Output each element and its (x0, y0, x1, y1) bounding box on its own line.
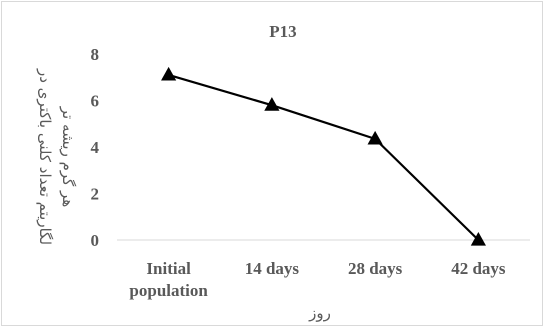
chart-title: P13 (269, 22, 296, 41)
x-tick-label: 14 days (245, 259, 300, 278)
y-tick-label: 2 (91, 185, 100, 204)
y-tick-label: 4 (91, 138, 100, 157)
x-tick-label: population (129, 281, 208, 300)
x-tick-label: 28 days (348, 259, 403, 278)
y-axis-label-line-1: لگاریتم تعداد کلنی باکتری در (36, 68, 54, 245)
x-axis-label: روز (308, 304, 331, 322)
y-tick-label: 8 (91, 45, 100, 64)
y-tick-label: 6 (91, 92, 100, 111)
y-tick-label: 0 (91, 231, 100, 250)
data-point-marker (161, 66, 177, 81)
data-point-marker (367, 130, 383, 145)
x-tick-label: Initial (146, 259, 191, 278)
y-axis-label: لگاریتم تعداد کلنی باکتری در هر گرم ریشه… (36, 68, 77, 245)
data-point-marker (264, 97, 280, 111)
y-axis-label-line-2: هر گرم ریشه تر (59, 106, 77, 208)
x-tick-label: 42 days (451, 259, 506, 278)
series-line (168, 73, 480, 241)
data-point-marker (470, 232, 486, 246)
plot-area: 0 2 4 6 8 Initial population 14 days 28 days 42 d… (91, 45, 530, 300)
